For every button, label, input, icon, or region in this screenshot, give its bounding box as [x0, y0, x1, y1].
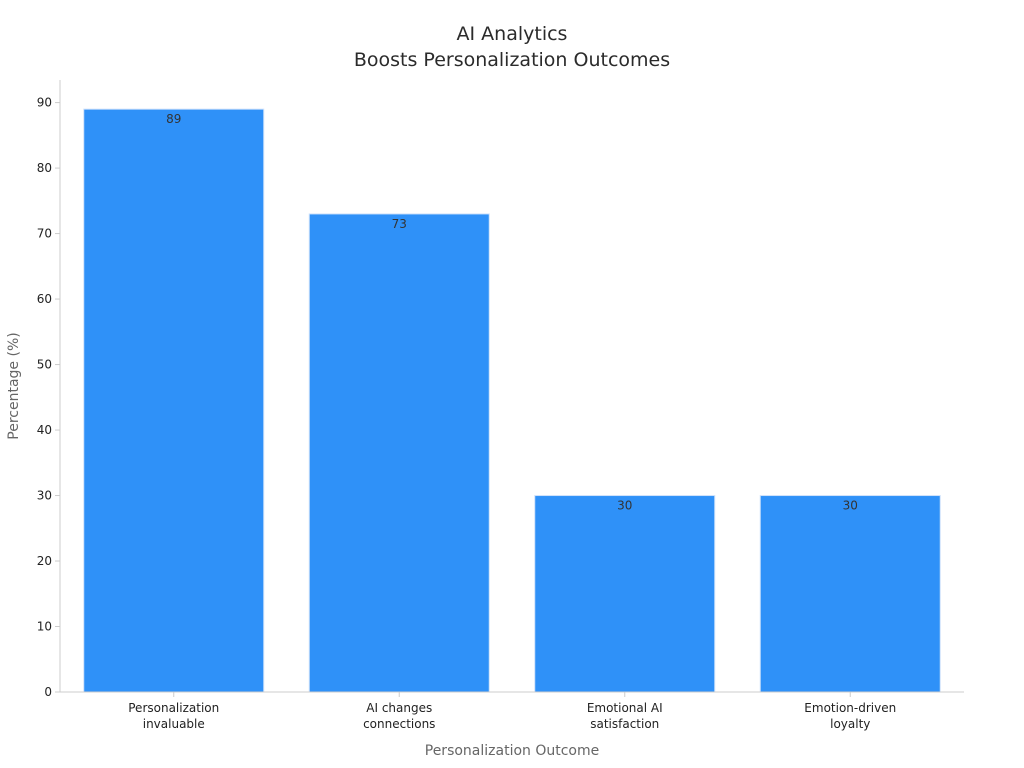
y-tick-label-70: 70	[37, 227, 52, 241]
y-tick-label-90: 90	[37, 96, 52, 110]
x-tick-label-2: AI changes connections	[363, 701, 435, 731]
y-axis-title: Percentage (%)	[6, 332, 22, 439]
y-tick-label-0: 0	[44, 685, 52, 699]
chart-title-line-2: Boosts Personalization Outcomes	[353, 49, 671, 71]
data-labels: 89 73 30 30	[166, 112, 858, 512]
bars-layer	[83, 108, 941, 693]
x-tick-label-3: Emotional AI satisfaction	[587, 701, 663, 731]
x-tick-label-1: Personalization invaluable	[128, 701, 219, 731]
bar-2	[308, 213, 490, 693]
x-tick-label-4: Emotion-driven loyalty	[804, 701, 896, 731]
y-tick-label-80: 80	[37, 161, 52, 175]
y-tick-label-10: 10	[37, 620, 52, 634]
bar-1	[83, 108, 265, 693]
y-tick-label-60: 60	[37, 292, 52, 306]
y-tick-label-50: 50	[37, 358, 52, 372]
bar-4	[759, 495, 941, 693]
y-tick-label-30: 30	[37, 489, 52, 503]
y-tick-label-40: 40	[37, 423, 52, 437]
x-ticks: Personalization invaluable AI changes conne…	[128, 692, 896, 731]
y-tick-label-20: 20	[37, 554, 52, 568]
y-ticks: 0 10 20 30 40 50 60 70 80 90	[37, 96, 60, 699]
bar-3	[534, 495, 716, 693]
data-label-1: 89	[166, 112, 181, 126]
data-label-4: 30	[843, 499, 858, 513]
x-axis-title: Personalization Outcome	[425, 743, 600, 759]
data-label-2: 73	[392, 217, 407, 231]
data-label-3: 30	[617, 499, 632, 513]
axes-layer	[59, 80, 964, 693]
chart-title-line-1: AI Analytics	[456, 23, 568, 45]
